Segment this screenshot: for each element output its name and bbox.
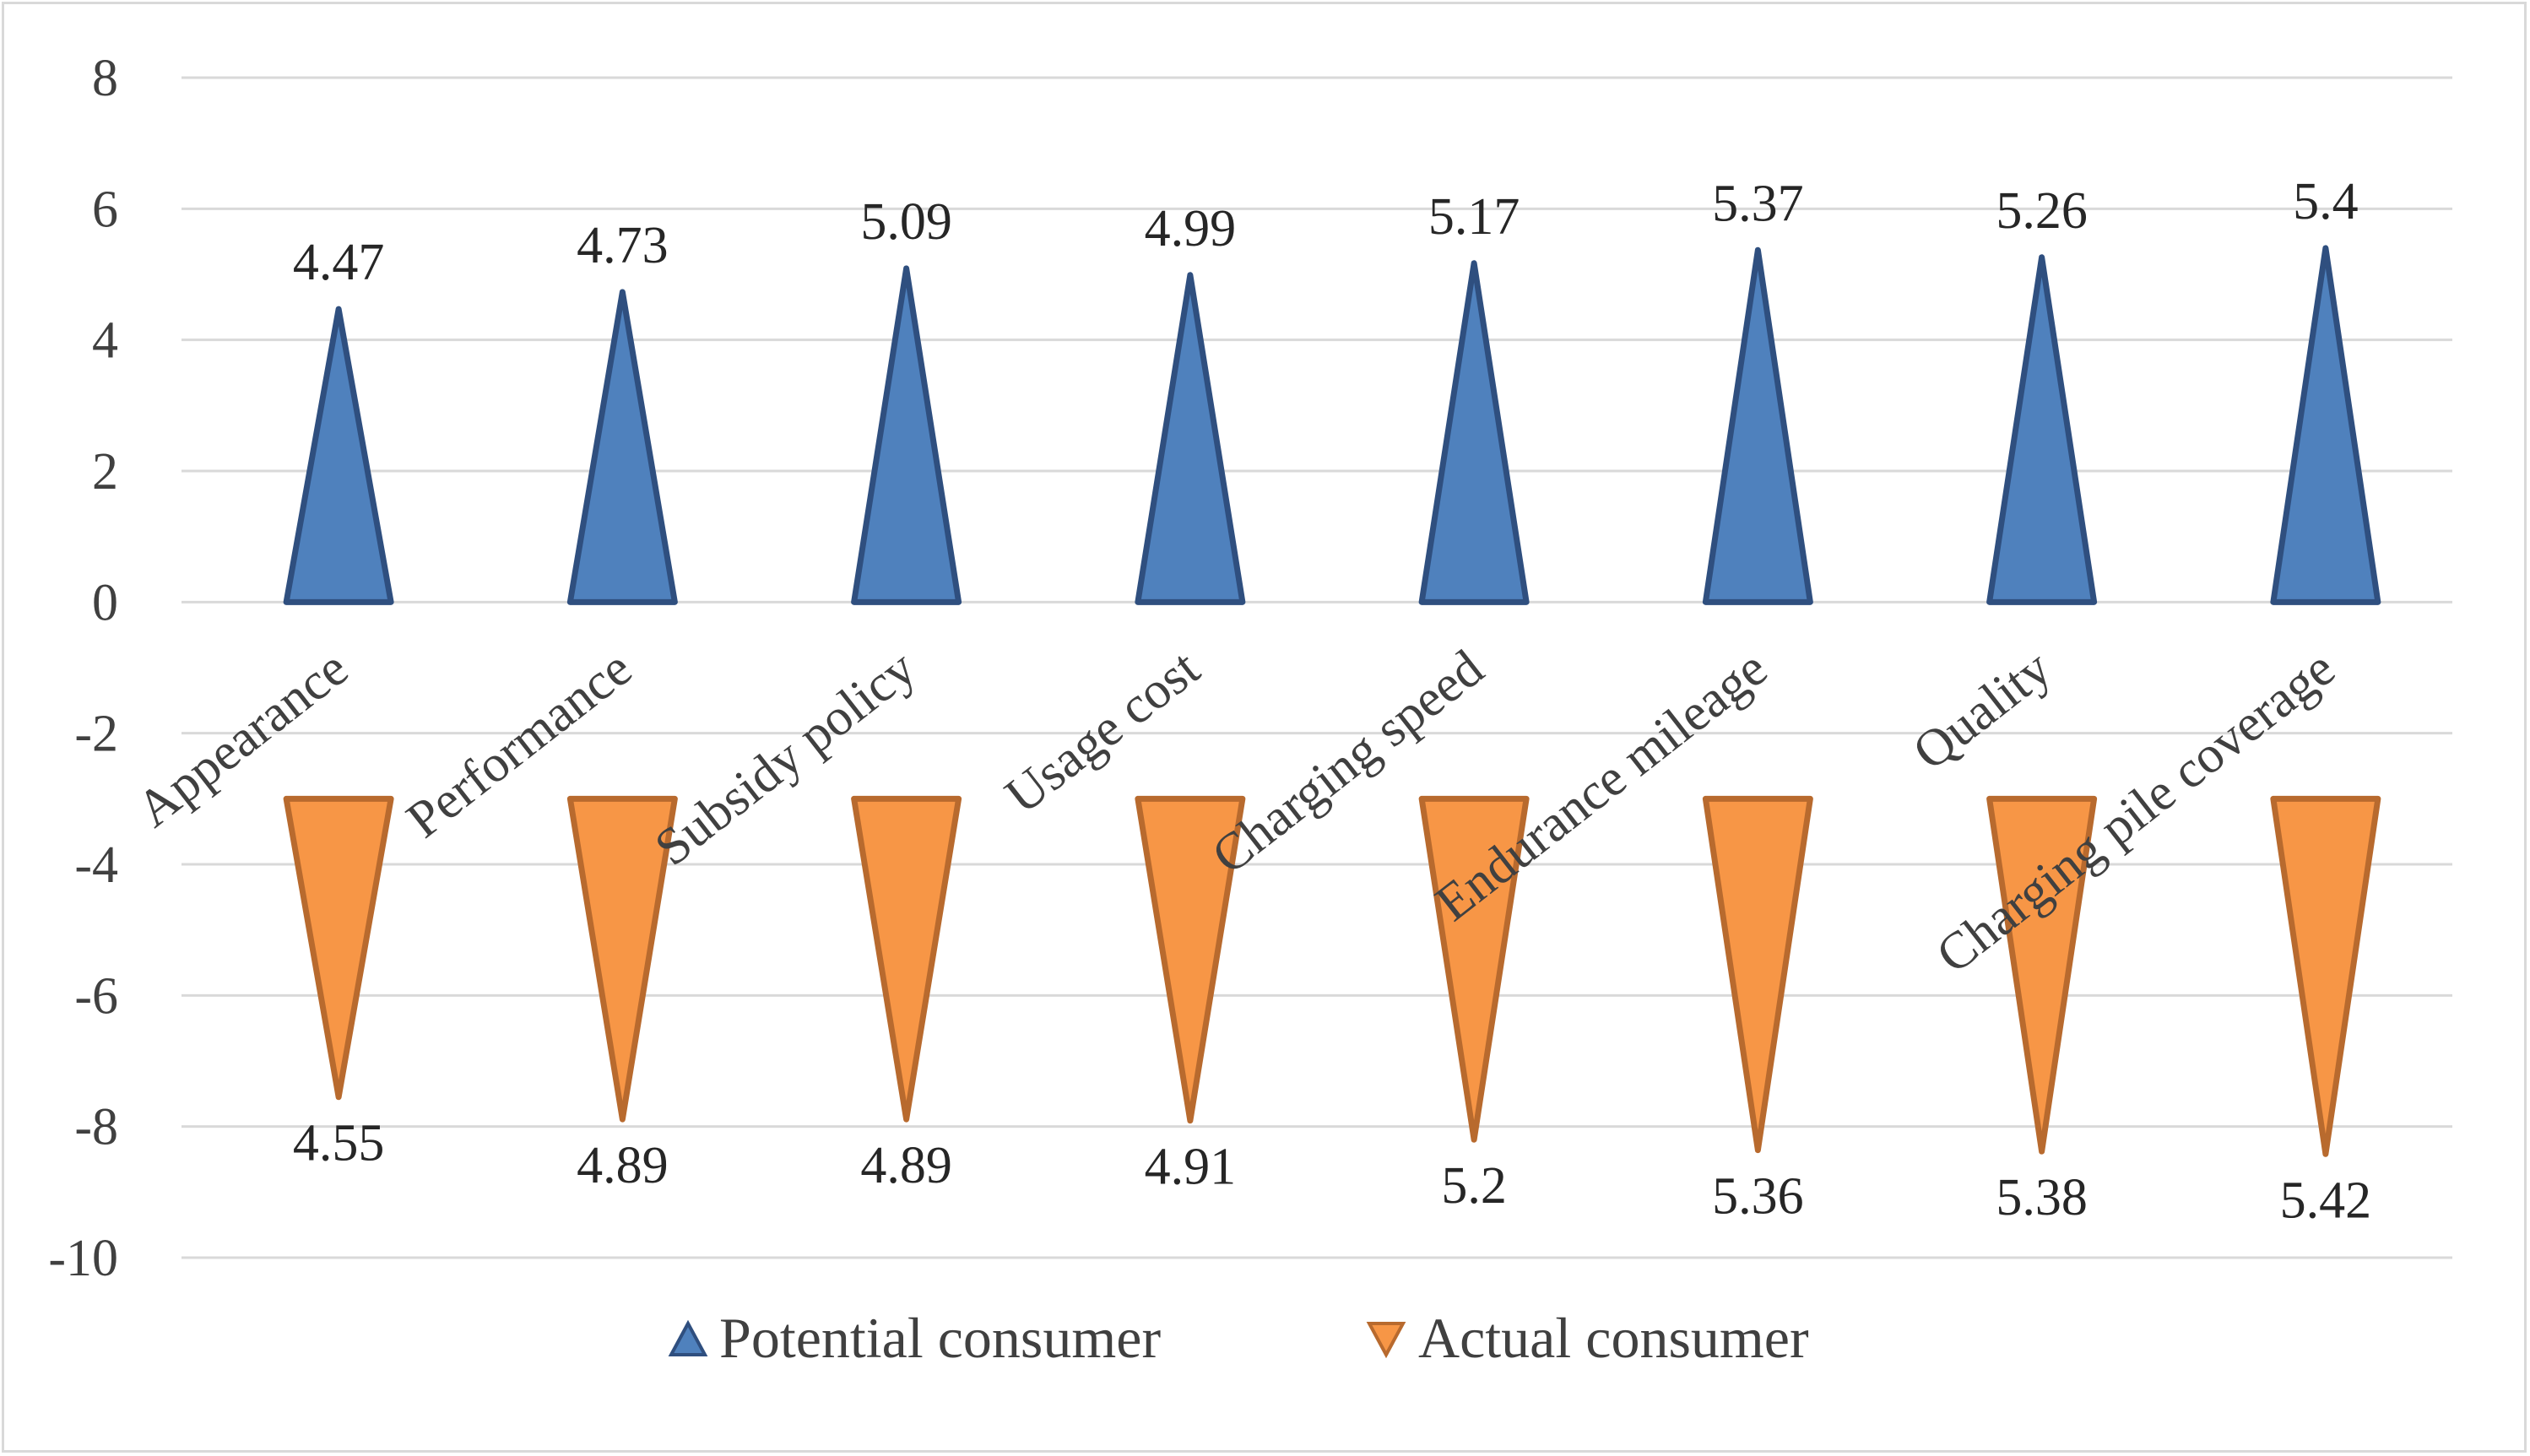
y-tick-label: -4 [74,836,118,894]
y-tick-label: -6 [74,967,118,1025]
actual-triangle [1702,795,1813,1154]
potential-data-label: 5.26 [1996,182,2088,240]
y-tick-label: 2 [92,443,118,501]
actual-data-label: 4.91 [1145,1139,1237,1196]
category-label: Quality [1903,639,2061,781]
actual-triangle [851,795,962,1123]
legend-marker-potential [668,1319,708,1356]
actual-triangle [1986,795,2098,1155]
y-tick-label: 6 [92,181,118,238]
gridlines [181,76,2452,1259]
legend-label-actual: Actual consumer [1418,1306,1809,1370]
y-tick-label: 4 [92,312,118,370]
y-tick-label: -2 [74,706,118,763]
y-tick-label: -8 [74,1099,118,1156]
legend-label-potential: Potential consumer [719,1306,1161,1370]
actual-triangle [566,795,678,1123]
actual-data-label: 4.55 [293,1115,385,1172]
actual-triangle [283,795,394,1101]
actual-data-label: 5.38 [1996,1169,2088,1226]
actual-data-label: 5.2 [1441,1157,1507,1215]
y-tick-label: 8 [92,50,118,107]
potential-triangle [1702,246,1813,605]
actual-triangle [2270,795,2381,1157]
y-tick-label: -10 [48,1230,118,1287]
potential-triangle [1135,272,1246,605]
potential-data-label: 5.09 [860,193,952,251]
potential-triangle [2270,245,2381,605]
potential-data-label: 4.99 [1145,200,1237,257]
potential-triangle [1418,260,1530,605]
chart-marks [283,245,2381,1157]
y-tick-label: 0 [92,574,118,631]
potential-data-label: 4.47 [293,234,385,291]
actual-triangle [1418,795,1530,1143]
potential-data-label: 5.17 [1428,188,1520,246]
potential-data-label: 4.73 [577,217,669,274]
data-labels: 4.47 4.73 5.09 4.99 5.17 5.37 5.26 5.4 4.55 4.89 4… [293,173,2371,1229]
potential-data-label: 5.4 [2293,173,2359,230]
potential-triangle [283,306,394,605]
potential-triangle [566,289,678,605]
potential-data-label: 5.37 [1712,175,1804,232]
legend-marker-actual [1366,1322,1406,1359]
actual-data-label: 4.89 [577,1137,669,1194]
y-axis-ticks: 8 6 4 2 0 -2 -4 -6 -8 -10 [48,50,118,1287]
legend: Potential consumer Actual consumer [668,1306,1809,1370]
actual-triangle [1135,795,1246,1124]
actual-data-label: 5.36 [1712,1168,1804,1226]
actual-data-label: 5.42 [2280,1172,2372,1229]
potential-triangle [1986,254,2098,605]
potential-triangle [851,265,962,605]
actual-data-label: 4.89 [860,1137,952,1194]
